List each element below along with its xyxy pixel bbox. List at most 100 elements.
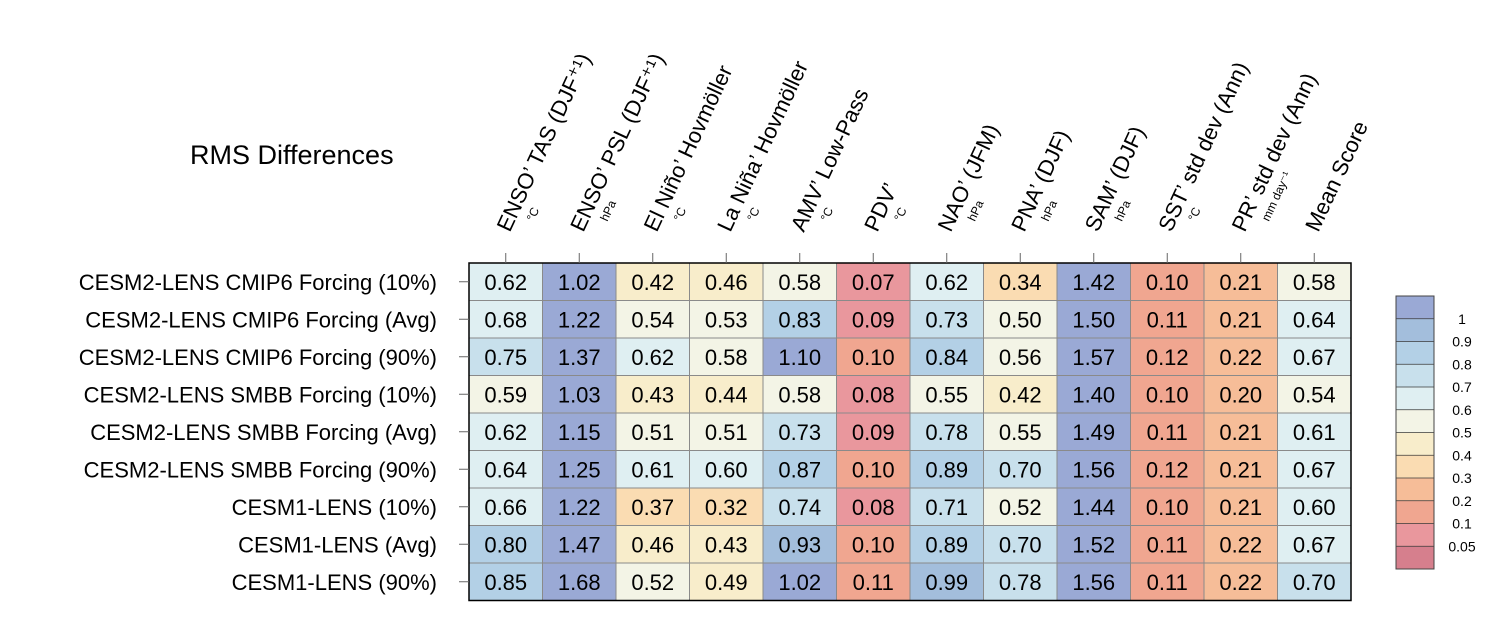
heatmap-cell xyxy=(763,263,837,301)
heatmap-cell xyxy=(1057,263,1131,301)
heatmap-cell xyxy=(542,563,616,601)
cell-value-label: 0.10 xyxy=(852,532,895,557)
cell-value-label: 0.62 xyxy=(925,270,968,295)
cell-value-label: 0.09 xyxy=(852,307,895,332)
heatmap-cell xyxy=(542,338,616,376)
heatmap-cell xyxy=(910,338,984,376)
cell-value-label: 0.74 xyxy=(778,495,821,520)
column-unit-label: °C xyxy=(1185,205,1204,223)
heatmap-cell xyxy=(1204,300,1278,338)
heatmap-cell xyxy=(1277,338,1351,376)
colorbar-segment xyxy=(1396,341,1434,365)
colorbar-segment xyxy=(1396,296,1434,319)
row-label: CESM2-LENS SMBB Forcing (10%) xyxy=(84,382,437,407)
heatmap-cell xyxy=(983,263,1057,301)
colorbar-label: 0.1 xyxy=(1452,516,1472,532)
heatmap-cell xyxy=(910,450,984,488)
cell-value-label: 0.58 xyxy=(778,270,821,295)
cell-value-label: 0.59 xyxy=(484,382,527,407)
cell-value-label: 0.62 xyxy=(484,270,527,295)
cell-value-label: 1.15 xyxy=(558,420,601,445)
heatmap-cell xyxy=(1057,375,1131,413)
cell-value-label: 0.78 xyxy=(999,570,1042,595)
cell-value-label: 0.55 xyxy=(925,382,968,407)
heatmap-cell xyxy=(1057,488,1131,526)
heatmap-cell xyxy=(983,300,1057,338)
heatmap-cell xyxy=(1204,263,1278,301)
cell-value-label: 0.73 xyxy=(778,420,821,445)
row-label: CESM2-LENS CMIP6 Forcing (Avg) xyxy=(85,307,437,332)
cell-value-label: 1.52 xyxy=(1072,532,1115,557)
heatmap-cell xyxy=(542,375,616,413)
heatmap-cell xyxy=(836,450,910,488)
colorbar-label: 0.7 xyxy=(1452,379,1472,395)
column-label: Mean Score xyxy=(1300,117,1373,235)
heatmap-cell xyxy=(836,563,910,601)
cell-value-label: 0.22 xyxy=(1219,532,1262,557)
cell-value-label: 0.50 xyxy=(999,307,1042,332)
heatmap-cell xyxy=(1057,450,1131,488)
heatmap-cell xyxy=(469,263,543,301)
colorbar-segment xyxy=(1396,432,1434,456)
heatmap-cell xyxy=(910,413,984,451)
cell-value-label: 0.10 xyxy=(852,457,895,482)
heatmap-cell xyxy=(836,525,910,563)
colorbar-segment xyxy=(1396,364,1434,387)
heatmap-cell xyxy=(469,300,543,338)
cell-value-label: 0.42 xyxy=(631,270,674,295)
cell-value-label: 0.53 xyxy=(705,307,748,332)
heatmap-cell xyxy=(689,525,763,563)
heatmap-cell xyxy=(983,338,1057,376)
heatmap-cell xyxy=(469,488,543,526)
row-label: CESM2-LENS CMIP6 Forcing (10%) xyxy=(79,270,437,295)
cell-value-label: 1.22 xyxy=(558,495,601,520)
heatmap-cell xyxy=(1130,488,1204,526)
colorbar-segment xyxy=(1396,409,1434,433)
heatmap-cell xyxy=(542,525,616,563)
column-unit-label: °C xyxy=(818,205,837,223)
heatmap-cell xyxy=(1204,413,1278,451)
cell-value-label: 0.99 xyxy=(925,570,968,595)
cell-value-label: 0.11 xyxy=(1147,307,1188,332)
cell-value-label: 0.68 xyxy=(484,307,527,332)
cell-value-label: 1.02 xyxy=(558,270,601,295)
cell-value-label: 0.43 xyxy=(705,532,748,557)
cell-value-label: 0.64 xyxy=(484,457,527,482)
heatmap-cell xyxy=(616,488,690,526)
cell-value-label: 0.10 xyxy=(852,345,895,370)
cell-value-label: 1.10 xyxy=(778,345,821,370)
cell-value-label: 0.61 xyxy=(1293,420,1336,445)
heatmap-cell xyxy=(836,338,910,376)
heatmap-cell xyxy=(983,375,1057,413)
column-unit-label: °C xyxy=(891,205,910,223)
heatmap-cell xyxy=(616,300,690,338)
heatmap-cell xyxy=(1130,450,1204,488)
cell-value-label: 0.43 xyxy=(631,382,674,407)
colorbar-segment xyxy=(1396,387,1434,410)
heatmap-cell xyxy=(616,450,690,488)
row-label: CESM2-LENS SMBB Forcing (90%) xyxy=(84,457,437,482)
heatmap-cell xyxy=(542,413,616,451)
colorbar-segment xyxy=(1396,546,1434,569)
column-unit-label: °C xyxy=(744,205,763,223)
colorbar-label: 0.3 xyxy=(1452,470,1472,486)
heatmap-cell xyxy=(1204,450,1278,488)
cell-value-label: 1.02 xyxy=(778,570,821,595)
cell-value-label: 0.58 xyxy=(778,382,821,407)
cell-value-label: 0.70 xyxy=(1293,570,1336,595)
heatmap-cell xyxy=(1277,300,1351,338)
cell-value-label: 0.78 xyxy=(925,420,968,445)
heatmap-cell xyxy=(763,563,837,601)
heatmap-cell xyxy=(836,375,910,413)
heatmap-cell xyxy=(763,450,837,488)
heatmap-cell xyxy=(1277,525,1351,563)
heatmap-cell xyxy=(836,413,910,451)
row-label: CESM2-LENS CMIP6 Forcing (90%) xyxy=(79,345,437,370)
heatmap-cell xyxy=(689,338,763,376)
cell-value-label: 0.93 xyxy=(778,532,821,557)
heatmap-cell xyxy=(616,338,690,376)
cell-value-label: 0.83 xyxy=(778,307,821,332)
heatmap-cell xyxy=(616,563,690,601)
heatmap-cell xyxy=(1130,563,1204,601)
